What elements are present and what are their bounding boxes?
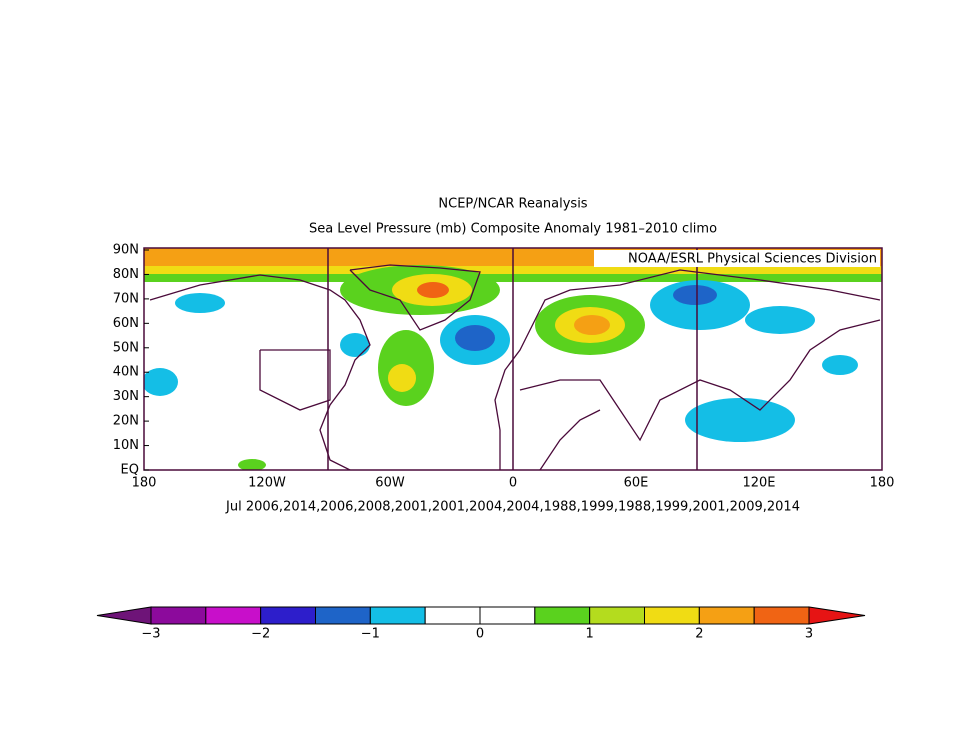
lat-labels: 90N 80N 70N 60N 50N 40N 30N 20N 10N EQ bbox=[113, 243, 149, 478]
lat-label: 90N bbox=[113, 243, 139, 258]
colorbar-label: −2 bbox=[251, 627, 270, 642]
high-arrow bbox=[808, 606, 866, 625]
date-list: Jul 2006,2014,2006,2008,2001,2001,2004,2… bbox=[225, 500, 800, 515]
lon-label: 60W bbox=[375, 476, 405, 491]
title: NCEP/NCAR Reanalysis bbox=[438, 197, 587, 212]
lat-label: 60N bbox=[113, 316, 139, 331]
anomaly-field bbox=[144, 248, 882, 470]
lat-label: 70N bbox=[113, 291, 139, 306]
lat-label: EQ bbox=[121, 463, 139, 478]
low-arrow bbox=[96, 606, 152, 625]
color-box bbox=[644, 606, 700, 625]
color-box bbox=[150, 606, 207, 625]
lat-label: 10N bbox=[113, 438, 139, 453]
color-box bbox=[479, 606, 536, 625]
color-box bbox=[424, 606, 481, 625]
lon-label: 120E bbox=[742, 476, 775, 491]
color-box bbox=[260, 606, 316, 625]
color-box bbox=[205, 606, 262, 625]
color-box bbox=[698, 606, 755, 625]
map: NOAA/ESRL Physical Sciences Division bbox=[143, 247, 883, 471]
lat-label: 20N bbox=[113, 414, 139, 429]
colorbar-label: −1 bbox=[361, 627, 380, 642]
colorbar-label: −3 bbox=[141, 627, 160, 642]
color-box bbox=[315, 606, 371, 625]
lon-label: 180 bbox=[132, 476, 157, 491]
lat-label: 40N bbox=[113, 365, 139, 380]
colorbar-label: 1 bbox=[586, 627, 594, 642]
colorbar-label: 2 bbox=[695, 627, 703, 642]
color-box bbox=[589, 606, 646, 625]
subtitle: Sea Level Pressure (mb) Composite Anomal… bbox=[309, 222, 717, 237]
lon-labels: 180 120W 60W 0 60E 120E 180 bbox=[132, 476, 895, 491]
credit: NOAA/ESRL Physical Sciences Division bbox=[628, 252, 877, 267]
lat-label: 50N bbox=[113, 340, 139, 355]
lon-label: 60E bbox=[624, 476, 649, 491]
lat-label: 80N bbox=[113, 267, 139, 282]
colorbar-label: 0 bbox=[476, 627, 484, 642]
lon-label: 120W bbox=[248, 476, 286, 491]
color-box bbox=[369, 606, 426, 625]
colorbar-label: 3 bbox=[805, 627, 813, 642]
lon-label: 180 bbox=[870, 476, 895, 491]
lat-label: 30N bbox=[113, 389, 139, 404]
colorbar: −3 −2 −1 0 1 2 3 bbox=[96, 606, 866, 642]
color-box bbox=[753, 606, 810, 625]
lon-label: 0 bbox=[509, 476, 517, 491]
color-box bbox=[534, 606, 591, 625]
